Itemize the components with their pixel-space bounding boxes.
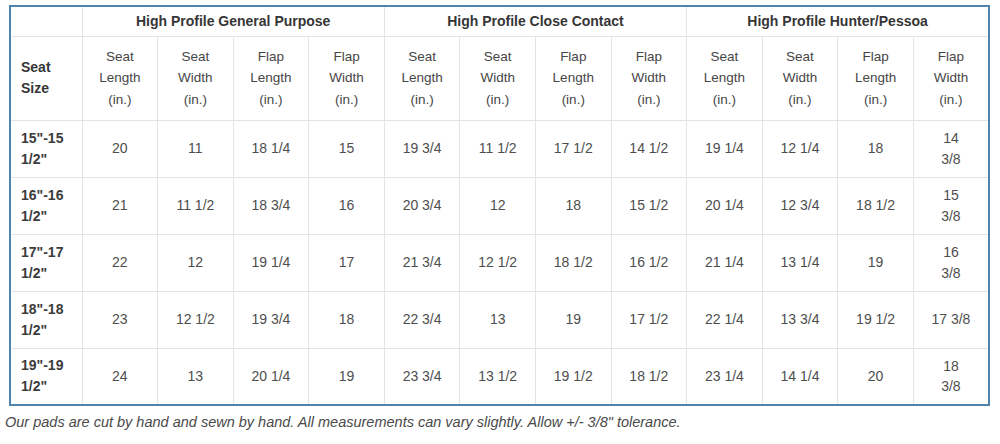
- table-row: 18"-18 1/2" 23 12 1/2 19 3/4 18 22 3/4 1…: [10, 291, 989, 348]
- table-cell: 11 1/2: [460, 120, 536, 177]
- table-cell: 12 3/4: [762, 177, 838, 234]
- table-cell: 12: [460, 177, 536, 234]
- table-cell: 14 3/8: [913, 120, 989, 177]
- table-cell: 12 1/4: [762, 120, 838, 177]
- table-cell: 14 1/2: [611, 120, 687, 177]
- table-cell: 21 1/4: [687, 234, 763, 291]
- table-cell: 18 3/8: [913, 348, 989, 405]
- table-cell: 17: [309, 234, 385, 291]
- table-cell: 18: [309, 291, 385, 348]
- column-header-seat-width: Seat Width (in.): [460, 36, 536, 120]
- column-header-seat-length: Seat Length (in.): [687, 36, 763, 120]
- table-cell: 18: [838, 120, 914, 177]
- row-label: 18"-18 1/2": [10, 291, 82, 348]
- column-header-flap-length: Flap Length (in.): [535, 36, 611, 120]
- table-cell: 19 3/4: [384, 120, 460, 177]
- table-cell: 15 3/8: [913, 177, 989, 234]
- table-cell: 20: [838, 348, 914, 405]
- table-cell: 15 1/2: [611, 177, 687, 234]
- row-label: 17"-17 1/2": [10, 234, 82, 291]
- group-header-general-purpose: High Profile General Purpose: [82, 6, 384, 36]
- table-cell: 12 1/2: [460, 234, 536, 291]
- column-header-row: Seat Size Seat Length (in.) Seat Width (…: [10, 36, 989, 120]
- table-cell: 16 1/2: [611, 234, 687, 291]
- column-header-seat-length: Seat Length (in.): [384, 36, 460, 120]
- table-cell: 23 1/4: [687, 348, 763, 405]
- table-cell: 18 1/4: [233, 120, 309, 177]
- column-header-seat-width: Seat Width (in.): [762, 36, 838, 120]
- table-cell: 19 1/4: [233, 234, 309, 291]
- table-cell: 18 3/4: [233, 177, 309, 234]
- table-cell: 13 3/4: [762, 291, 838, 348]
- size-chart-table: High Profile General Purpose High Profil…: [9, 5, 990, 406]
- table-cell: 22: [82, 234, 158, 291]
- corner-empty-cell: [10, 6, 82, 36]
- table-cell: 16 3/8: [913, 234, 989, 291]
- table-cell: 20 1/4: [687, 177, 763, 234]
- table-cell: 17 1/2: [535, 120, 611, 177]
- table-row: 17"-17 1/2" 22 12 19 1/4 17 21 3/4 12 1/…: [10, 234, 989, 291]
- table-cell: 18 1/2: [611, 348, 687, 405]
- table-cell: 21: [82, 177, 158, 234]
- table-cell: 20 3/4: [384, 177, 460, 234]
- page: High Profile General Purpose High Profil…: [0, 0, 1000, 432]
- table-cell: 19: [838, 234, 914, 291]
- table-cell: 19 1/2: [838, 291, 914, 348]
- column-header-flap-width: Flap Width (in.): [913, 36, 989, 120]
- column-header-flap-width: Flap Width (in.): [309, 36, 385, 120]
- table-cell: 21 3/4: [384, 234, 460, 291]
- table-cell: 20 1/4: [233, 348, 309, 405]
- column-header-seat-width: Seat Width (in.): [158, 36, 234, 120]
- table-cell: 13: [158, 348, 234, 405]
- table-cell: 19: [309, 348, 385, 405]
- table-cell: 15: [309, 120, 385, 177]
- table-cell: 18: [535, 177, 611, 234]
- table-cell: 23 3/4: [384, 348, 460, 405]
- row-label: 16"-16 1/2": [10, 177, 82, 234]
- table-cell: 22 3/4: [384, 291, 460, 348]
- table-cell: 13 1/4: [762, 234, 838, 291]
- column-header-flap-width: Flap Width (in.): [611, 36, 687, 120]
- table-cell: 19 1/2: [535, 348, 611, 405]
- table-cell: 14 1/4: [762, 348, 838, 405]
- table-row: 16"-16 1/2" 21 11 1/2 18 3/4 16 20 3/4 1…: [10, 177, 989, 234]
- table-cell: 18 1/2: [838, 177, 914, 234]
- table-cell: 23: [82, 291, 158, 348]
- seat-size-header: Seat Size: [10, 36, 82, 120]
- table-cell: 22 1/4: [687, 291, 763, 348]
- table-cell: 12: [158, 234, 234, 291]
- column-header-flap-length: Flap Length (in.): [838, 36, 914, 120]
- table-cell: 11 1/2: [158, 177, 234, 234]
- row-label: 15"-15 1/2": [10, 120, 82, 177]
- footnote: Our pads are cut by hand and sewn by han…: [5, 413, 991, 432]
- table-row: 15"-15 1/2" 20 11 18 1/4 15 19 3/4 11 1/…: [10, 120, 989, 177]
- table-cell: 17 1/2: [611, 291, 687, 348]
- group-header-close-contact: High Profile Close Contact: [384, 6, 686, 36]
- table-row: 19"-19 1/2" 24 13 20 1/4 19 23 3/4 13 1/…: [10, 348, 989, 405]
- group-header-hunter-pessoa: High Profile Hunter/Pessoa: [687, 6, 989, 36]
- table-cell: 17 3/8: [913, 291, 989, 348]
- table-cell: 19 1/4: [687, 120, 763, 177]
- row-label: 19"-19 1/2": [10, 348, 82, 405]
- column-header-seat-length: Seat Length (in.): [82, 36, 158, 120]
- table-cell: 13: [460, 291, 536, 348]
- group-header-row: High Profile General Purpose High Profil…: [10, 6, 989, 36]
- table-cell: 12 1/2: [158, 291, 234, 348]
- table-cell: 16: [309, 177, 385, 234]
- table-cell: 19 3/4: [233, 291, 309, 348]
- table-cell: 20: [82, 120, 158, 177]
- table-cell: 24: [82, 348, 158, 405]
- table-cell: 11: [158, 120, 234, 177]
- column-header-flap-length: Flap Length (in.): [233, 36, 309, 120]
- table-cell: 19: [535, 291, 611, 348]
- table-cell: 13 1/2: [460, 348, 536, 405]
- table-cell: 18 1/2: [535, 234, 611, 291]
